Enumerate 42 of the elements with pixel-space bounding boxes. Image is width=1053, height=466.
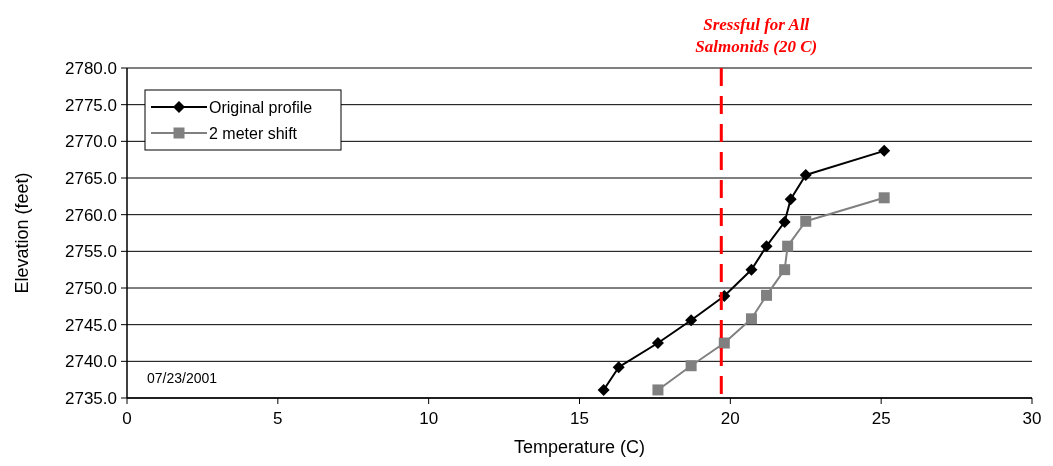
point bbox=[651, 337, 664, 349]
x-tick-label: 20 bbox=[720, 409, 740, 428]
y-tick-label: 2740.0 bbox=[65, 352, 117, 372]
point bbox=[878, 192, 890, 204]
point bbox=[685, 360, 697, 372]
point bbox=[761, 289, 773, 301]
x-tick-label: 0 bbox=[122, 409, 132, 428]
point bbox=[782, 240, 794, 252]
legend-label: 2 meter shift bbox=[209, 124, 298, 142]
annotation: 07/23/2001 bbox=[147, 370, 218, 386]
point bbox=[778, 216, 791, 228]
point bbox=[745, 263, 758, 276]
y-tick-label: 2750.0 bbox=[65, 278, 117, 298]
x-tick-label: 5 bbox=[273, 409, 283, 428]
x-axis-title: Temperature (C) bbox=[513, 437, 646, 457]
point bbox=[745, 313, 757, 325]
x-tick-label: 30 bbox=[1022, 409, 1042, 428]
point bbox=[878, 144, 891, 157]
x-tick-label: 10 bbox=[419, 409, 439, 428]
point bbox=[779, 264, 791, 276]
point bbox=[784, 193, 797, 206]
ref-line-label: Sressful for All Salmonids (20 C) bbox=[695, 15, 818, 56]
point bbox=[685, 314, 698, 327]
point bbox=[597, 383, 610, 396]
y-tick-label: 2770.0 bbox=[65, 132, 117, 152]
point bbox=[652, 384, 664, 396]
y-tick-label: 2745.0 bbox=[65, 315, 117, 335]
x-tick-label: 25 bbox=[871, 409, 891, 428]
y-tick-label: 2755.0 bbox=[65, 242, 117, 262]
y-tick-label: 2775.0 bbox=[65, 95, 117, 115]
y-tick-label: 2735.0 bbox=[65, 388, 117, 408]
y-axis-title: Elevation (feet) bbox=[12, 172, 32, 294]
y-tick-label: 2780.0 bbox=[65, 58, 117, 78]
x-tick-label: 15 bbox=[570, 409, 589, 428]
y-tick-label: 2760.0 bbox=[65, 205, 117, 225]
point bbox=[799, 169, 812, 182]
y-tick-label: 2765.0 bbox=[65, 168, 117, 188]
point bbox=[612, 361, 625, 374]
point bbox=[718, 337, 730, 349]
legend-label: Original profile bbox=[209, 98, 313, 116]
point bbox=[760, 240, 773, 253]
point bbox=[800, 215, 812, 227]
